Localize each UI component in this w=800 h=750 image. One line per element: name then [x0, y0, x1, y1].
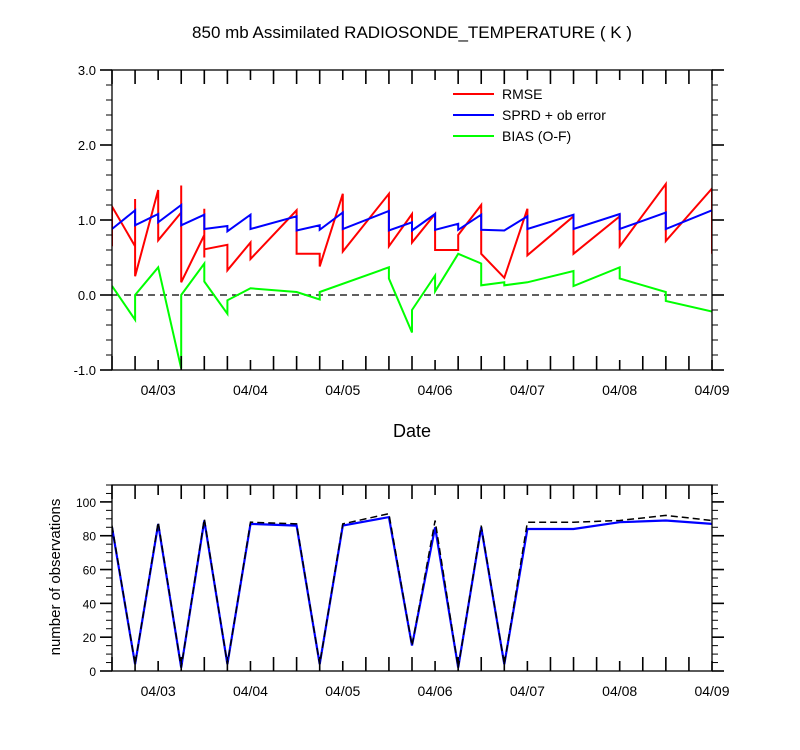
bottom-plot-frame — [111, 484, 713, 672]
bottom-y-tick-label: 80 — [83, 530, 97, 544]
bottom-y-tick-label: 0 — [89, 665, 96, 679]
top-x-tick-label: 04/08 — [602, 382, 637, 398]
legend: RMSE SPRD + ob error BIAS (O-F) — [453, 86, 606, 144]
series-line-rmse — [112, 180, 712, 283]
top-x-axis-label: Date — [393, 421, 431, 441]
bottom-y-tick-label: 60 — [83, 564, 97, 578]
top-series-group — [112, 180, 712, 369]
bottom-x-tick-label: 04/05 — [325, 683, 360, 699]
top-y-tick-label: 3.0 — [78, 63, 96, 78]
top-x-tick-label: 04/09 — [694, 382, 729, 398]
legend-label: BIAS (O-F) — [502, 128, 571, 144]
top-x-tick-label: 04/07 — [510, 382, 545, 398]
top-x-tick-label: 04/03 — [141, 382, 176, 398]
bottom-x-tick-label: 04/06 — [418, 683, 453, 699]
bottom-x-tick-label: 04/07 — [510, 683, 545, 699]
bottom-y-tick-label: 20 — [83, 631, 97, 645]
bottom-y-axis-label: number of observations — [47, 499, 64, 656]
top-x-tick-label: 04/06 — [418, 382, 453, 398]
top-axis-ticks: 04/03 04/04 04/05 04/06 04/07 04/08 04/09 -1.0 0… — [74, 63, 730, 398]
top-y-tick-label: -1.0 — [74, 363, 96, 378]
bottom-y-tick-label: 40 — [83, 597, 97, 611]
observation-count-chart: 04/03 04/04 04/05 04/06 04/07 04/08 04/09 0 20 40… — [76, 484, 730, 699]
chart-title: 850 mb Assimilated RADIOSONDE_TEMPERATUR… — [192, 23, 632, 42]
top-plot-frame — [111, 69, 713, 371]
assimilated-observations-line — [112, 515, 712, 668]
top-y-tick-label: 0.0 — [78, 288, 96, 303]
top-y-tick-label: 1.0 — [78, 213, 96, 228]
bottom-x-tick-label: 04/04 — [233, 683, 268, 699]
bottom-x-tick-label: 04/03 — [141, 683, 176, 699]
bottom-x-tick-label: 04/09 — [694, 683, 729, 699]
top-x-tick-label: 04/05 — [325, 382, 360, 398]
top-y-tick-label: 2.0 — [78, 138, 96, 153]
bottom-series-group — [112, 512, 712, 668]
series-line-bias-o-f — [112, 252, 712, 369]
bottom-x-tick-label: 04/08 — [602, 683, 637, 699]
bottom-y-tick-label: 100 — [76, 496, 96, 510]
legend-label: RMSE — [502, 86, 542, 102]
top-x-tick-label: 04/04 — [233, 382, 268, 398]
legend-label: SPRD + ob error — [502, 107, 606, 123]
series-line-sprd-ob-error — [112, 202, 712, 234]
rmse-spread-bias-chart: 04/03 04/04 04/05 04/06 04/07 04/08 04/09 -1.0 0… — [74, 63, 730, 398]
